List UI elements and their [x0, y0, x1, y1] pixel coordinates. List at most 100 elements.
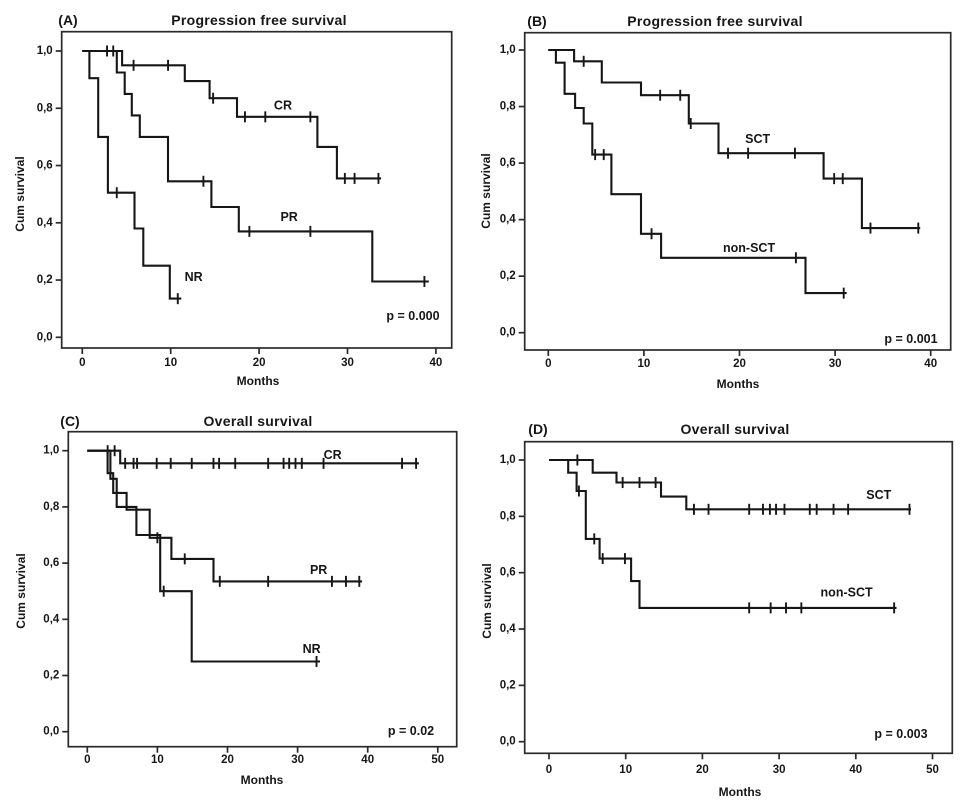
x-tick-label: 50: [431, 754, 444, 766]
panel-title: Progression free survival: [171, 12, 347, 28]
y-tick-label: 0,6: [43, 557, 59, 569]
curve-label-SCT: SCT: [745, 132, 770, 146]
y-tick-label: 0,8: [500, 510, 517, 522]
curve-label-non-SCT: non-SCT: [723, 241, 775, 255]
curve-label-PR: PR: [310, 563, 327, 577]
panel-b: (B) Progression free survival Months Cum su…: [479, 13, 952, 391]
x-tick-label: 20: [733, 358, 746, 370]
x-tick-label: 40: [430, 357, 443, 369]
panel-letter: (C): [60, 413, 79, 429]
x-axis-label: Months: [719, 785, 762, 799]
panel-letter: (A): [58, 12, 77, 28]
x-tick-label: 10: [164, 357, 177, 369]
km-curve-CR: [82, 49, 382, 180]
plot-frame: [67, 430, 458, 748]
x-tick-label: 20: [221, 754, 234, 766]
censor-marks-PR: [156, 532, 361, 587]
y-tick-label: 0,2: [500, 679, 516, 691]
plot-frame: [523, 440, 954, 755]
y-axis-label: Cum survival: [14, 553, 28, 628]
panel-letter: (D): [528, 421, 547, 437]
y-tick-label: 0,2: [500, 270, 516, 282]
censor-marks-CR: [106, 45, 380, 184]
censor-marks-SCT: [576, 454, 911, 515]
y-tick-label: 0,6: [37, 160, 53, 172]
censor-marks-PR: [112, 45, 426, 287]
y-tick-label: 0,0: [37, 331, 53, 343]
y-tick-label: 1,0: [37, 45, 53, 57]
y-tick-label: 0,6: [500, 157, 516, 169]
km-curve-NR: [87, 449, 320, 663]
y-tick-label: 0,4: [37, 217, 54, 229]
curve-label-CR: CR: [324, 448, 342, 462]
y-tick-label: 0,2: [37, 274, 53, 286]
x-tick-label: 30: [291, 754, 304, 766]
y-tick-label: 0,4: [500, 623, 517, 635]
km-curve-SCT: [548, 48, 921, 230]
curve-label-NR: NR: [303, 642, 321, 656]
p-value-label: p = 0.000: [386, 309, 439, 323]
y-tick-label: 0,2: [43, 670, 59, 682]
km-curve-non-SCT: [548, 48, 847, 295]
x-tick-label: 10: [619, 764, 632, 776]
x-tick-label: 40: [361, 754, 374, 766]
panel-c: (C) Overall survival Months Cum survival p =…: [14, 413, 458, 787]
censor-marks-non-SCT: [594, 149, 845, 299]
censor-marks-non-SCT: [577, 485, 896, 614]
curve-label-PR: PR: [280, 210, 297, 224]
km-curve-PR: [82, 49, 429, 283]
y-tick-label: 0,4: [500, 214, 517, 226]
y-tick-label: 1,0: [43, 445, 59, 457]
curve-label-SCT: SCT: [866, 488, 891, 502]
y-tick-label: 0,4: [43, 613, 60, 625]
y-tick-label: 0,8: [43, 501, 60, 513]
x-axis-label: Months: [717, 377, 760, 391]
y-axis-label: Cum survival: [480, 563, 494, 638]
y-tick-label: 0,8: [500, 101, 517, 113]
x-tick-label: 30: [773, 764, 786, 776]
x-tick-label: 0: [84, 754, 90, 766]
y-tick-label: 0,6: [500, 567, 516, 579]
km-curve-non-SCT: [549, 458, 897, 609]
panel-letter: (B): [527, 13, 546, 29]
y-tick-label: 1,0: [500, 44, 516, 56]
km-curve-NR: [82, 49, 182, 300]
panel-a: (A) Progression free survival Months Cum su…: [13, 12, 453, 388]
censor-marks-NR: [115, 187, 179, 305]
x-tick-label: 0: [545, 358, 551, 370]
p-value-label: p = 0.003: [874, 727, 927, 741]
y-tick-label: 0,0: [500, 736, 516, 748]
y-axis-label: Cum survival: [13, 156, 27, 231]
x-tick-label: 10: [638, 358, 651, 370]
curve-label-NR: NR: [185, 270, 203, 284]
x-tick-label: 0: [79, 357, 85, 369]
y-tick-label: 1,0: [500, 454, 516, 466]
x-axis-label: Months: [241, 773, 284, 787]
censor-marks-NR: [162, 585, 318, 667]
y-tick-label: 0,0: [43, 726, 59, 738]
plot-frame: [60, 30, 453, 349]
x-tick-label: 20: [696, 764, 709, 776]
x-tick-label: 40: [924, 358, 937, 370]
panel-title: Overall survival: [203, 413, 312, 429]
panel-title: Progression free survival: [627, 13, 803, 29]
p-value-label: p = 0.001: [884, 332, 937, 346]
panel-d: (D) Overall survival Months Cum survival p =…: [480, 421, 954, 799]
curve-label-CR: CR: [274, 98, 292, 112]
y-tick-label: 0,0: [500, 327, 516, 339]
y-axis-label: Cum survival: [479, 153, 493, 228]
x-tick-label: 40: [849, 764, 862, 776]
curve-label-non-SCT: non-SCT: [821, 585, 873, 599]
x-tick-label: 10: [151, 754, 164, 766]
censor-marks-CR: [106, 445, 418, 469]
x-tick-label: 20: [253, 357, 266, 369]
x-tick-label: 30: [341, 357, 354, 369]
censor-marks-SCT: [582, 55, 920, 234]
x-tick-label: 0: [546, 764, 552, 776]
km-curve-SCT: [549, 458, 911, 511]
plot-frame: [523, 31, 952, 351]
x-axis-label: Months: [237, 374, 280, 388]
panel-title: Overall survival: [680, 421, 789, 437]
